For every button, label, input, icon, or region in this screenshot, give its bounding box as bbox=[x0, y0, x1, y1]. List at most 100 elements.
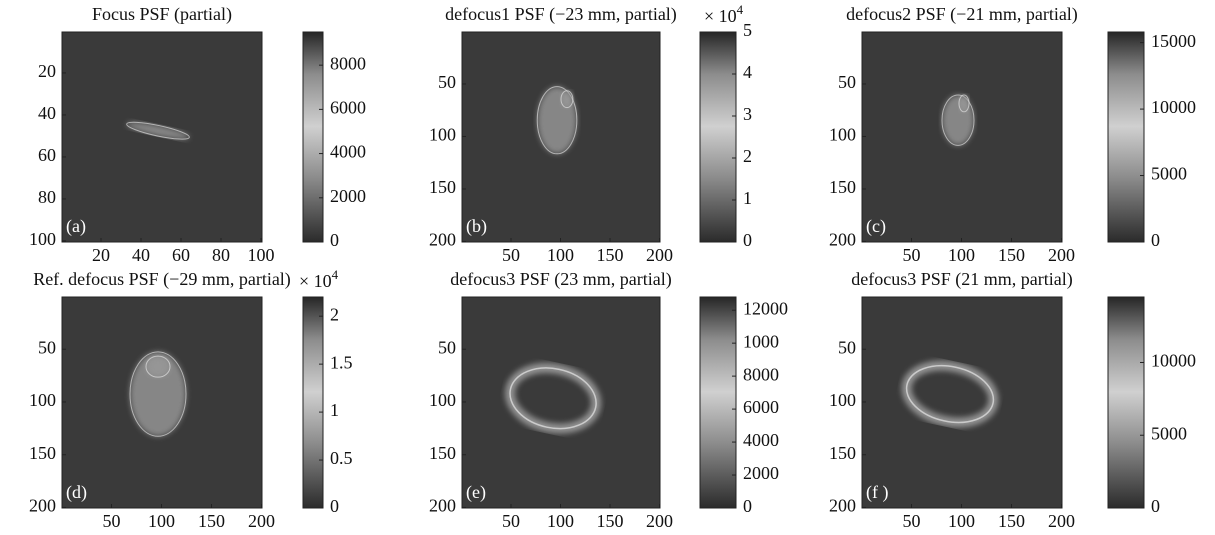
colorbar-scale: × 104 bbox=[299, 267, 339, 291]
y-tick-label: 80 bbox=[38, 187, 56, 207]
y-tick-label: 100 bbox=[29, 390, 56, 410]
y-tick-label: 50 bbox=[838, 72, 856, 92]
psf-core bbox=[129, 351, 187, 437]
psf-core bbox=[126, 121, 190, 140]
x-tick-label: 200 bbox=[646, 245, 673, 265]
colorbar-tick-label: 5 bbox=[743, 20, 752, 40]
colorbar-tick-label: 1 bbox=[330, 400, 339, 420]
image bbox=[461, 296, 661, 509]
psf-core bbox=[958, 94, 970, 113]
psf-blob bbox=[959, 95, 969, 112]
y-tick-label: 100 bbox=[829, 125, 856, 145]
colorbar-tick-label: 8000 bbox=[330, 53, 366, 73]
panel-title: Focus PSF (partial) bbox=[92, 4, 232, 25]
x-tick-label: 80 bbox=[212, 245, 230, 265]
x-tick-label: 200 bbox=[1048, 511, 1075, 531]
y-tick-label: 150 bbox=[829, 177, 856, 197]
colorbar-tick-label: 4000 bbox=[743, 430, 779, 450]
colorbar-tick-label: 0 bbox=[330, 496, 339, 516]
colorbar-scale-base: × 10 bbox=[299, 271, 332, 291]
y-tick-label: 40 bbox=[38, 103, 56, 123]
colorbar-tick-label: 0 bbox=[1151, 230, 1160, 250]
colorbar bbox=[699, 31, 737, 243]
colorbar-tick-label: 1.5 bbox=[330, 352, 353, 372]
y-tick-label: 150 bbox=[29, 443, 56, 463]
y-tick-label: 100 bbox=[429, 390, 456, 410]
psf-core bbox=[941, 94, 975, 146]
y-tick-label: 50 bbox=[838, 337, 856, 357]
panel-label: (d) bbox=[66, 482, 87, 503]
colorbar-tick-label: 1 bbox=[743, 188, 752, 208]
colorbar-tick-label: 0.5 bbox=[330, 448, 353, 468]
colorbar-tick-label: 3 bbox=[743, 104, 752, 124]
x-tick-label: 50 bbox=[103, 511, 121, 531]
x-tick-label: 100 bbox=[248, 245, 275, 265]
y-tick-label: 100 bbox=[829, 390, 856, 410]
y-tick-label: 150 bbox=[829, 443, 856, 463]
psf-core bbox=[536, 86, 578, 155]
colorbar-tick-label: 10000 bbox=[1151, 351, 1196, 371]
colorbar-tick-label: 15000 bbox=[1151, 31, 1196, 51]
colorbar-tick-label: 5000 bbox=[1151, 164, 1187, 184]
x-tick-label: 150 bbox=[998, 245, 1025, 265]
colorbar-tick-label: 0 bbox=[1151, 496, 1160, 516]
colorbar-tick-label: 6000 bbox=[743, 397, 779, 417]
panel-label: (b) bbox=[466, 216, 487, 237]
panel-label: (a) bbox=[66, 216, 86, 237]
colorbar-tick-label: 4 bbox=[743, 62, 752, 82]
y-tick-label: 100 bbox=[429, 125, 456, 145]
panel-title: defocus3 PSF (23 mm, partial) bbox=[450, 269, 671, 290]
psf-blob bbox=[130, 351, 186, 437]
psf-core bbox=[560, 90, 574, 109]
colorbar-tick-label: 2 bbox=[743, 146, 752, 166]
panel-label: (c) bbox=[866, 216, 886, 237]
colorbar-tick-label: 0 bbox=[330, 230, 339, 250]
colorbar-tick-label: 1000 bbox=[743, 331, 779, 351]
colorbar-scale-power: 4 bbox=[332, 267, 339, 282]
colorbar-tick-label: 2000 bbox=[330, 186, 366, 206]
psf-ring-edge bbox=[509, 367, 597, 430]
colorbar bbox=[302, 31, 324, 243]
x-tick-label: 50 bbox=[903, 511, 921, 531]
x-tick-label: 150 bbox=[597, 245, 624, 265]
x-tick-label: 150 bbox=[998, 511, 1025, 531]
colorbar-tick-label: 2 bbox=[330, 304, 339, 324]
colorbar-tick-label: 12000 bbox=[743, 298, 788, 318]
colorbar-tick-label: 10000 bbox=[1151, 97, 1196, 117]
colorbar bbox=[699, 296, 737, 509]
x-tick-label: 100 bbox=[547, 245, 574, 265]
y-tick-label: 100 bbox=[29, 229, 56, 249]
colorbar-tick-label: 4000 bbox=[330, 142, 366, 162]
colorbar-tick-label: 0 bbox=[743, 230, 752, 250]
psf-blob bbox=[146, 356, 170, 378]
psf-blob bbox=[126, 122, 190, 140]
panel-title: defocus3 PSF (21 mm, partial) bbox=[851, 269, 1072, 290]
y-tick-label: 200 bbox=[829, 496, 856, 516]
colorbar-tick-label: 2000 bbox=[743, 463, 779, 483]
colorbar-tick-label: 8000 bbox=[743, 364, 779, 384]
colorbar-scale: × 104 bbox=[704, 2, 744, 26]
colorbar-scale-base: × 10 bbox=[704, 6, 737, 26]
x-tick-label: 200 bbox=[248, 511, 275, 531]
x-tick-label: 60 bbox=[172, 245, 190, 265]
x-tick-label: 100 bbox=[547, 511, 574, 531]
colorbar bbox=[1107, 31, 1145, 243]
y-tick-label: 20 bbox=[38, 61, 56, 81]
y-tick-label: 200 bbox=[429, 496, 456, 516]
colorbar-tick-label: 0 bbox=[743, 496, 752, 516]
psf-core bbox=[145, 355, 171, 378]
colorbar-tick-label: 5000 bbox=[1151, 423, 1187, 443]
panel-title: defocus2 PSF (−21 mm, partial) bbox=[846, 4, 1078, 25]
x-tick-label: 20 bbox=[92, 245, 110, 265]
x-tick-label: 200 bbox=[1048, 245, 1075, 265]
x-tick-label: 50 bbox=[502, 245, 520, 265]
x-tick-label: 50 bbox=[903, 245, 921, 265]
y-tick-label: 150 bbox=[429, 177, 456, 197]
panel-title: defocus1 PSF (−23 mm, partial) bbox=[445, 4, 677, 25]
y-tick-label: 200 bbox=[429, 230, 456, 250]
y-tick-label: 50 bbox=[38, 337, 56, 357]
y-tick-label: 50 bbox=[438, 72, 456, 92]
y-tick-label: 50 bbox=[438, 337, 456, 357]
panel-label: (e) bbox=[466, 482, 486, 503]
